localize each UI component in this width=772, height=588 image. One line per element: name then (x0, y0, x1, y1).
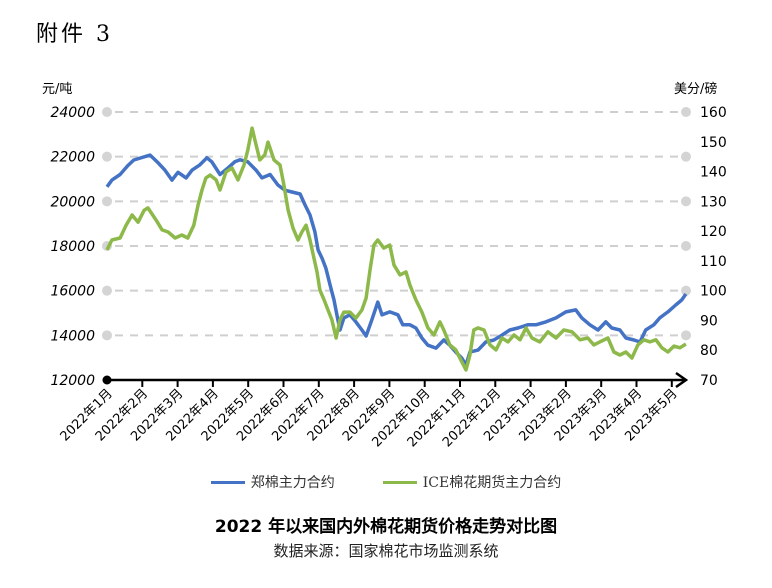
right-tick-label: 70 (700, 373, 718, 389)
right-tick-label: 120 (700, 224, 727, 240)
left-tick-label: 12000 (50, 373, 95, 389)
left-tick-label: 20000 (50, 194, 95, 210)
left-tick-label: 16000 (50, 284, 95, 300)
right-tick-label: 150 (700, 135, 727, 151)
legend: 郑棉主力合约 ICE棉花期货主力合约 (0, 472, 772, 492)
axis-origin-dot (102, 375, 112, 385)
right-y-axis: 160 150 140 130 120 110 100 90 80 70 (700, 105, 727, 389)
chart-source: 数据来源：国家棉花市场监测系统 (273, 542, 499, 560)
gridline-right-dot (681, 196, 691, 207)
right-tick-label: 130 (700, 194, 727, 210)
gridline-right-dot (681, 285, 691, 296)
gridline-left-dot (102, 107, 112, 117)
gridlines (102, 107, 691, 341)
gridline-right-dot (681, 330, 691, 341)
right-axis-unit: 美分/磅 (674, 82, 718, 97)
legend-swatch-zce (210, 480, 245, 484)
legend-item-ice: ICE棉花期货主力合约 (382, 472, 562, 492)
left-tick-label: 14000 (50, 328, 95, 344)
arrow-head-icon (675, 371, 689, 389)
gridline-left-dot (102, 151, 112, 162)
gridline-right-dot (681, 151, 691, 162)
legend-label-ice: ICE棉花期货主力合约 (422, 475, 562, 491)
right-tick-label: 100 (700, 284, 727, 300)
legend-item-zce: 郑棉主力合约 (210, 472, 335, 492)
right-tick-label: 80 (700, 343, 718, 359)
left-axis-unit: 元/吨 (42, 82, 73, 97)
series-line-zce (105, 153, 688, 367)
legend-swatch-ice (382, 480, 417, 484)
right-tick-label: 160 (700, 105, 727, 121)
legend-label-zce: 郑棉主力合约 (250, 475, 335, 491)
left-tick-label: 22000 (50, 150, 95, 166)
right-tick-label: 110 (700, 254, 727, 270)
right-tick-label: 140 (700, 165, 727, 181)
left-y-axis: 24000 22000 20000 18000 16000 14000 12000 (50, 105, 95, 389)
series-lines (105, 126, 688, 372)
gridline-right-dot (681, 241, 691, 251)
x-axis: 2022年1月2022年2月2022年3月2022年4月2022年5月2022年… (58, 371, 689, 450)
left-tick-label: 18000 (50, 239, 95, 255)
gridline-left-dot (102, 285, 112, 296)
left-tick-label: 24000 (50, 105, 95, 121)
chart-title: 2022 年以来国内外棉花期货价格走势对比图 (214, 517, 558, 537)
series-line-ice (105, 126, 687, 372)
right-tick-label: 90 (700, 313, 718, 329)
gridline-right-dot (681, 107, 691, 117)
gridline-left-dot (102, 330, 112, 341)
document-label: 附件 3 (36, 22, 113, 47)
gridline-left-dot (102, 196, 112, 207)
